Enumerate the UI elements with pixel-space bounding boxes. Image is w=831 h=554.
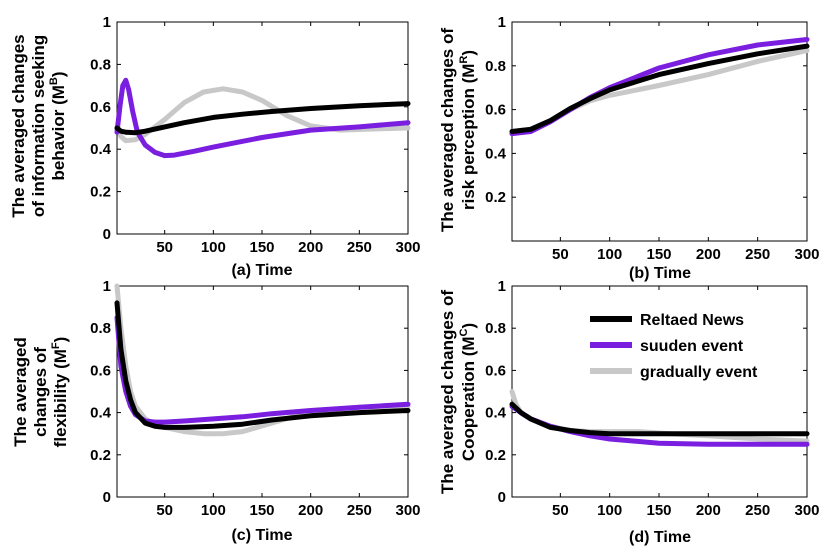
panel-c-series-suuden-event (114, 315, 411, 425)
panel-b-ytick-label-3: 0.8 (485, 58, 506, 75)
panel-b-ylabel-close: ) (459, 50, 478, 56)
panel-b-xtick-label-100: 100 (597, 246, 622, 263)
panel-d-ytick-label-3: 0.6 (485, 362, 506, 379)
panel-b: The averaged changes of risk perception … (438, 14, 820, 282)
panel-a-xtick-label-250: 250 (347, 239, 372, 256)
panel-b-plot: 50 100 150 200 250 300 0.2 0.4 0.6 0.8 1 (485, 14, 819, 263)
panel-a-series-reltaed-news (114, 101, 411, 136)
panel-c-ytick-label-1: 0.2 (90, 447, 111, 464)
panel-d-ylabel-close: ) (459, 323, 478, 329)
panel-b-ylabel-superscript: R (458, 56, 470, 64)
panel-b-xtick-label-250: 250 (745, 246, 770, 263)
panel-c-series-reltaed-news (114, 300, 411, 430)
panel-a-xtick-label-200: 200 (298, 239, 323, 256)
panel-c-xtick-label-200: 200 (298, 502, 323, 519)
panel-a-ytick-label-0: 0 (103, 226, 111, 243)
panel-d-ytick-label-4: 0.8 (485, 320, 506, 337)
panel-a-xtick-label-150: 150 (249, 239, 274, 256)
panel-d-ylabel-line2: Cooperation (MC) (458, 323, 478, 461)
panel-a-ytick-label-3: 0.6 (90, 99, 111, 116)
panel-d-ylabel-main: Cooperation (M (459, 336, 478, 461)
panel-b-ytick-label-1: 0.4 (485, 145, 507, 162)
panel-c: The averaged changes of flexibility (MF)… (11, 278, 421, 544)
panel-a-ytick-label-2: 0.4 (90, 141, 112, 158)
panel-b-ylabel: The averaged changes of risk perception … (438, 28, 478, 232)
panel-a-ylabel-superscript: B (48, 77, 60, 85)
panel-a-xtick-label-100: 100 (201, 239, 226, 256)
panel-a-ytick-label-4: 0.8 (90, 56, 111, 73)
panel-b-xlabel: (b) Time (629, 265, 691, 282)
panel-c-ylabel-line2: changes of (31, 347, 50, 437)
panel-d-ytick-label-0: 0 (498, 489, 506, 506)
panel-c-ylabel-line1: The averaged (11, 337, 30, 447)
panel-b-xtick-label-200: 200 (696, 246, 721, 263)
panel-c-ylabel-close: ) (51, 337, 70, 343)
panel-c-ytick-label-2: 0.4 (90, 405, 112, 422)
panel-d-xtick-label-50: 50 (552, 502, 569, 519)
panel-a: The averaged changes of information seek… (9, 14, 421, 279)
panel-d-xtick-label-150: 150 (646, 502, 671, 519)
panel-b-ytick-label-2: 0.6 (485, 102, 506, 119)
panel-d-xtick-label-250: 250 (745, 502, 770, 519)
panel-b-ylabel-main: risk perception (M (459, 64, 478, 210)
panel-c-ytick-label-4: 0.8 (90, 320, 111, 337)
panel-b-series-reltaed-news (509, 43, 810, 134)
panel-d-ytick-label-1: 0.2 (485, 447, 506, 464)
panel-b-ylabel-line2: risk perception (MR) (458, 50, 478, 210)
panel-a-ylabel: The averaged changes of information seek… (9, 34, 68, 217)
panel-c-xtick-label-250: 250 (347, 502, 372, 519)
panel-a-ylabel-line1: The averaged changes (9, 34, 28, 217)
panel-d-series-reltaed-news (509, 401, 810, 437)
panel-b-ytick-label-4: 1 (498, 14, 506, 31)
panel-c-plot: 50 100 150 200 250 300 0 0.2 0.4 0.6 0.8 1 (90, 278, 420, 519)
panel-c-xtick-label-150: 150 (249, 502, 274, 519)
panel-d-ytick-label-5: 1 (498, 278, 506, 295)
panel-a-ylabel-close: ) (49, 71, 68, 77)
panel-d-xlabel: (d) Time (629, 529, 691, 546)
panel-a-plot: 50 100 150 200 250 300 0 0.2 0.4 0.6 0.8 1 (90, 14, 420, 256)
panel-a-ytick-label-1: 0.2 (90, 184, 111, 201)
legend: Reltaed News suuden event gradually even… (590, 312, 758, 381)
panel-d-ylabel: The averaged changes of Cooperation (MC) (438, 290, 478, 494)
panel-a-ylabel-line2: of information seeking (29, 35, 48, 217)
legend-label-gradually-event: gradually event (640, 364, 758, 381)
panel-a-ylabel-main: behavior (M (49, 85, 68, 180)
panel-b-ytick-label-0: 0.2 (485, 189, 506, 206)
panel-d-ytick-label-2: 0.4 (485, 405, 507, 422)
panel-c-ytick-label-0: 0 (103, 489, 111, 506)
legend-label-reltaed-news: Reltaed News (640, 312, 744, 329)
panel-a-xtick-label-300: 300 (395, 239, 420, 256)
panel-c-ytick-label-3: 0.6 (90, 362, 111, 379)
panel-b-xtick-label-300: 300 (794, 246, 819, 263)
panel-c-axes-box (116, 285, 409, 498)
panel-a-ytick-label-5: 1 (103, 14, 111, 31)
panel-c-ytick-label-5: 1 (103, 278, 111, 295)
panel-a-xlabel: (a) Time (231, 262, 292, 279)
panel-d: The averaged changes of Cooperation (MC)… (438, 278, 820, 546)
panel-c-ylabel-superscript: F (50, 342, 62, 349)
panel-d-xtick-label-200: 200 (696, 502, 721, 519)
panel-b-ylabel-line1: The averaged changes of (438, 28, 457, 232)
panel-d-xtick-label-100: 100 (597, 502, 622, 519)
panel-d-plot: 50 100 150 200 250 300 0 0.2 0.4 0.6 0.8 1 (485, 278, 819, 519)
panel-c-ylabel: The averaged changes of flexibility (MF) (11, 337, 70, 448)
legend-label-suuden-event: suuden event (640, 338, 744, 355)
panel-c-xtick-label-50: 50 (156, 502, 173, 519)
panel-b-xtick-label-150: 150 (646, 246, 671, 263)
panel-a-ylabel-line3: behavior (MB) (48, 71, 68, 180)
panel-a-series-suuden-event (114, 77, 411, 159)
panel-c-ylabel-main: flexibility (M (51, 349, 70, 447)
panel-d-ylabel-line1: The averaged changes of (438, 290, 457, 494)
panel-c-xtick-label-300: 300 (395, 502, 420, 519)
panel-c-xtick-label-100: 100 (201, 502, 226, 519)
panel-c-ylabel-line3: flexibility (MF) (50, 337, 70, 448)
panel-a-xtick-label-50: 50 (156, 239, 173, 256)
panel-d-xtick-label-300: 300 (794, 502, 819, 519)
panel-b-xtick-label-50: 50 (552, 246, 569, 263)
panel-d-ylabel-superscript: C (458, 328, 470, 336)
panel-c-xlabel: (c) Time (231, 527, 292, 544)
